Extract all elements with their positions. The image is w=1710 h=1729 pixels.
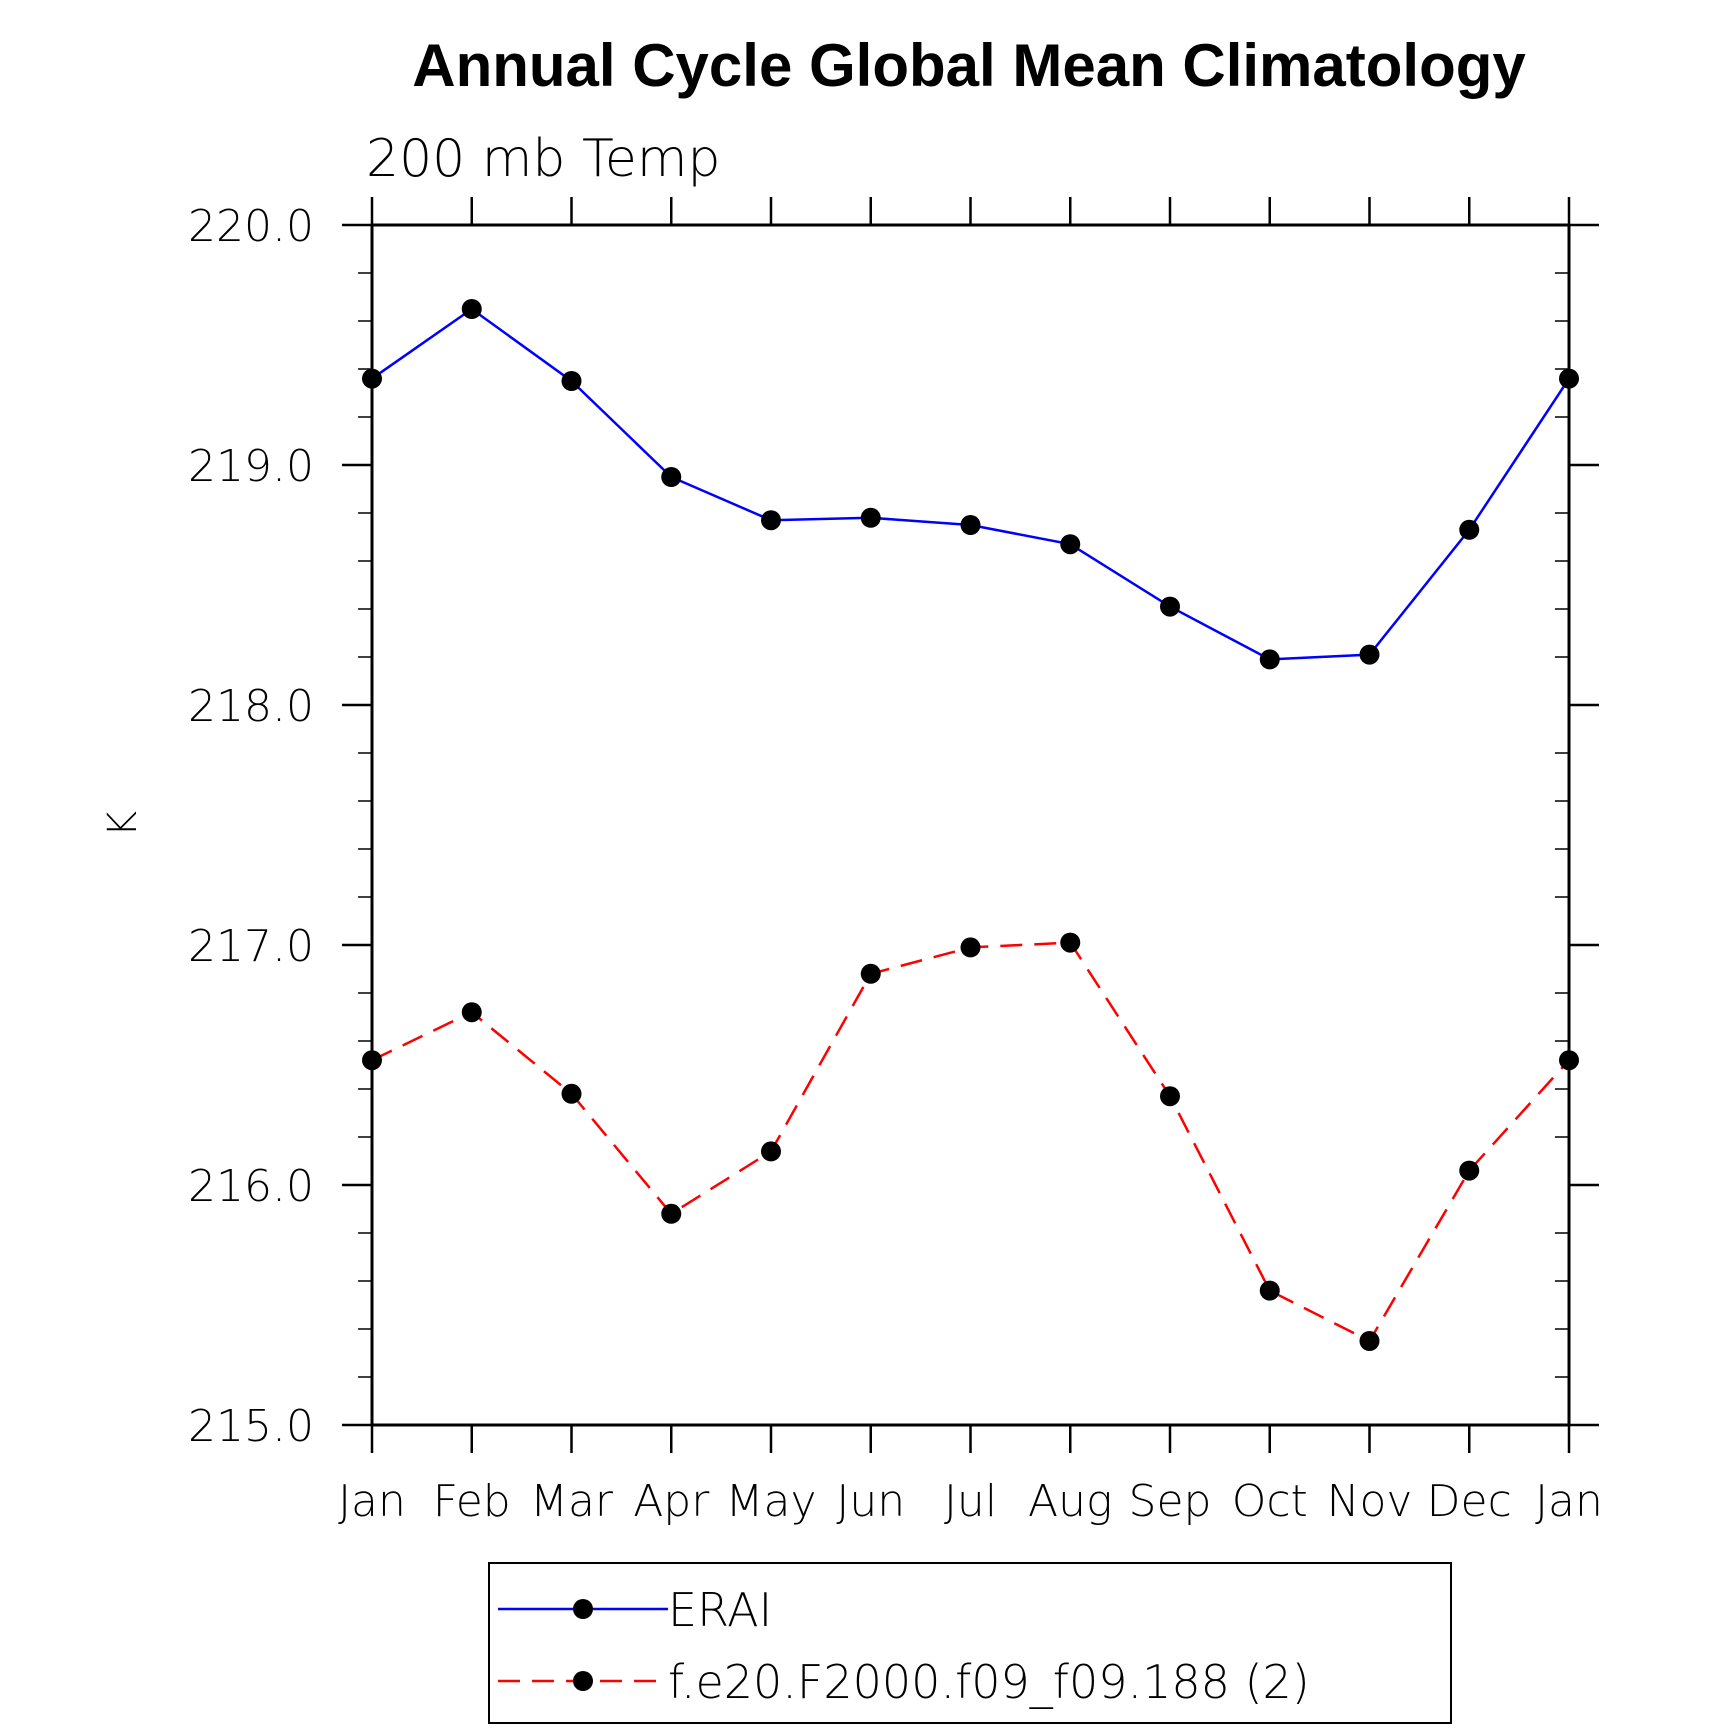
x-tick-label: Nov	[1327, 1476, 1413, 1527]
y-tick-label: 217.0	[188, 921, 314, 972]
x-tick-label: Jan	[1535, 1476, 1603, 1527]
data-point	[761, 510, 781, 531]
data-point	[461, 299, 482, 319]
series-line-0	[371, 307, 1571, 661]
x-tick-label: Jun	[836, 1476, 905, 1527]
data-point	[362, 1050, 382, 1071]
x-tick-labels: Jan Feb Mar Apr May Jun Jul Aug Sep Oct Nov Dec Jan	[338, 1476, 1603, 1527]
series-layer	[362, 299, 1579, 1351]
data-point	[661, 467, 682, 487]
y-tick-label: 216.0	[188, 1161, 314, 1212]
chart-subtitle: 200 mb Temp	[366, 129, 721, 189]
data-point	[362, 368, 382, 389]
data-point	[761, 1141, 781, 1162]
data-point	[860, 963, 881, 984]
data-point	[1160, 1086, 1180, 1107]
legend-marker-erai	[573, 1599, 593, 1619]
y-axis-label: K	[100, 811, 146, 837]
x-tick-label: Dec	[1427, 1476, 1512, 1527]
x-tick-label: May	[726, 1476, 817, 1527]
x-tick-label: Feb	[433, 1476, 511, 1527]
x-tick-label: Aug	[1028, 1476, 1112, 1527]
legend: ERAI f.e20.F2000.f09_f09.188 (2)	[488, 1562, 1452, 1724]
data-point	[561, 1083, 582, 1104]
axis-ticks	[342, 197, 1599, 1453]
data-point	[1160, 596, 1180, 617]
data-point	[1060, 932, 1081, 953]
y-tick-label: 220.0	[188, 201, 314, 252]
x-tick-label: Mar	[530, 1476, 614, 1527]
legend-label-model: f.e20.F2000.f09_f09.188 (2)	[668, 1655, 1310, 1709]
x-tick-label: Jan	[338, 1476, 406, 1527]
data-point	[960, 937, 981, 958]
data-point	[1060, 534, 1081, 555]
data-point	[1459, 1160, 1480, 1181]
x-tick-label: Oct	[1232, 1476, 1308, 1527]
data-point	[561, 371, 582, 391]
legend-marker-model	[573, 1671, 593, 1691]
data-point	[1359, 644, 1380, 665]
data-point	[661, 1203, 682, 1224]
y-tick-labels: 215.0 216.0 217.0 218.0 219.0 220.0	[188, 201, 314, 1452]
data-point	[1259, 1280, 1280, 1301]
y-tick-label: 218.0	[188, 681, 314, 732]
series-line-1	[371, 941, 1570, 1343]
legend-box	[488, 1562, 1452, 1724]
data-point	[1459, 519, 1480, 540]
data-point	[461, 1002, 482, 1023]
data-point	[1359, 1331, 1380, 1351]
data-point	[960, 515, 981, 535]
x-tick-label: Sep	[1129, 1476, 1212, 1527]
data-point	[1559, 1050, 1579, 1071]
y-tick-label: 219.0	[188, 441, 314, 492]
data-point	[860, 507, 881, 528]
chart-title: Annual Cycle Global Mean Climatology	[412, 32, 1526, 99]
x-tick-label: Apr	[633, 1476, 710, 1527]
data-point	[1259, 649, 1280, 670]
y-tick-label: 215.0	[188, 1401, 314, 1452]
plot-frame	[370, 223, 1571, 1427]
data-point	[1559, 368, 1579, 389]
legend-label-erai: ERAI	[668, 1583, 772, 1637]
x-tick-label: Jul	[944, 1476, 997, 1527]
